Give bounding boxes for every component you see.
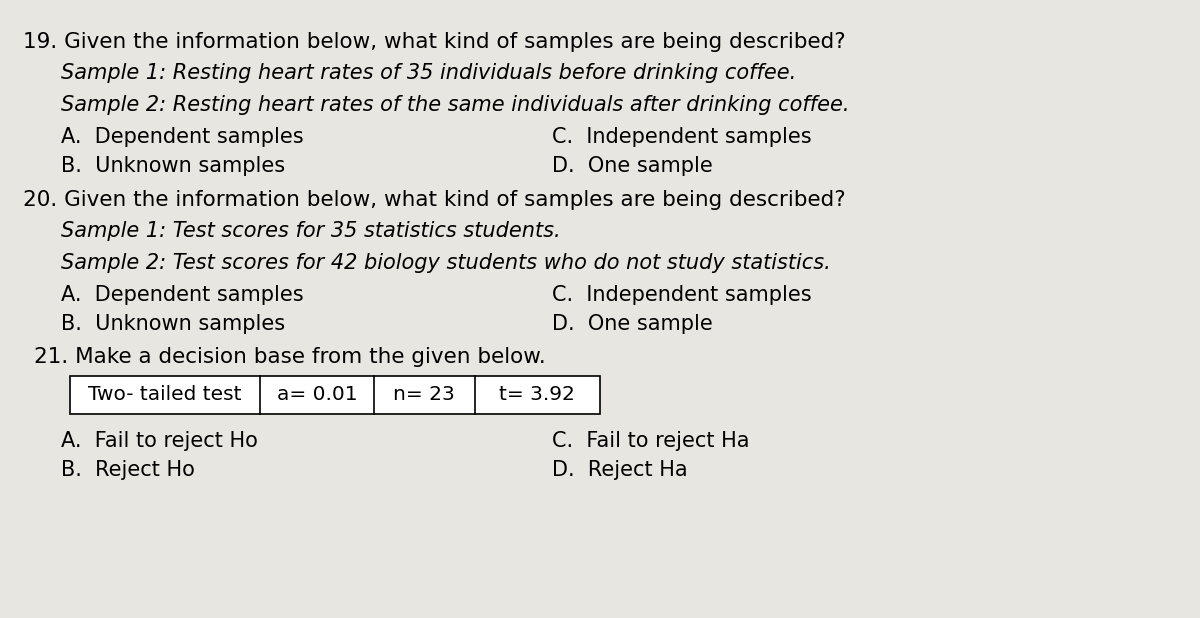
Text: Sample 1: Resting heart rates of 35 individuals before drinking coffee.: Sample 1: Resting heart rates of 35 indi… — [61, 63, 797, 83]
Text: B.  Unknown samples: B. Unknown samples — [61, 156, 286, 176]
Text: A.  Fail to reject Ho: A. Fail to reject Ho — [61, 431, 258, 451]
Text: 21. Make a decision base from the given below.: 21. Make a decision base from the given … — [34, 347, 546, 368]
Text: t= 3.92: t= 3.92 — [499, 386, 575, 404]
Text: B.  Unknown samples: B. Unknown samples — [61, 314, 286, 334]
Text: C.  Independent samples: C. Independent samples — [552, 127, 812, 146]
Text: D.  One sample: D. One sample — [552, 314, 713, 334]
Text: A.  Dependent samples: A. Dependent samples — [61, 127, 304, 146]
Text: C.  Fail to reject Ha: C. Fail to reject Ha — [552, 431, 750, 451]
Text: Two- tailed test: Two- tailed test — [89, 386, 241, 404]
Text: C.  Independent samples: C. Independent samples — [552, 285, 812, 305]
Text: B.  Reject Ho: B. Reject Ho — [61, 460, 196, 480]
Bar — [70, 376, 600, 413]
Text: Sample 2: Test scores for 42 biology students who do not study statistics.: Sample 2: Test scores for 42 biology stu… — [61, 253, 832, 273]
Text: n= 23: n= 23 — [394, 386, 455, 404]
Text: Sample 2: Resting heart rates of the same individuals after drinking coffee.: Sample 2: Resting heart rates of the sam… — [61, 95, 850, 115]
Text: a= 0.01: a= 0.01 — [277, 386, 358, 404]
Text: 20. Given the information below, what kind of samples are being described?: 20. Given the information below, what ki… — [23, 190, 846, 210]
Text: 19. Given the information below, what kind of samples are being described?: 19. Given the information below, what ki… — [23, 32, 846, 51]
Text: D.  One sample: D. One sample — [552, 156, 713, 176]
Text: A.  Dependent samples: A. Dependent samples — [61, 285, 304, 305]
Text: Sample 1: Test scores for 35 statistics students.: Sample 1: Test scores for 35 statistics … — [61, 221, 560, 241]
Text: D.  Reject Ha: D. Reject Ha — [552, 460, 688, 480]
